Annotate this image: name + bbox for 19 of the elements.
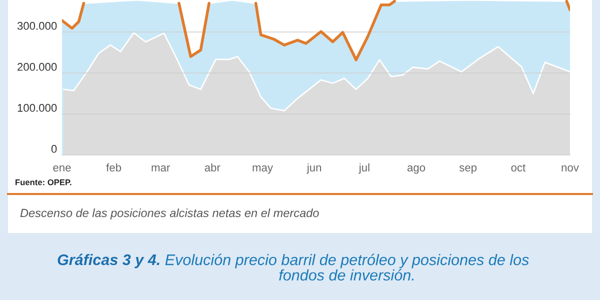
x-tick-label: may (252, 165, 273, 174)
x-tick-label: oct (511, 164, 526, 172)
x-tick-label: ene (53, 165, 71, 172)
text: Descenso de las posiciones alcistas netas en el mercado (20, 208, 319, 220)
x-tick-label: jul (358, 163, 370, 174)
source-note: Fuente: OPEP. (16, 179, 72, 186)
y-tick-label: 300.000 (17, 22, 57, 30)
x-tick-label: sep (459, 165, 477, 174)
text: Gráficas 3 y 4. (58, 254, 160, 268)
y-tick-label: 100.000 (18, 104, 57, 112)
x-tick-label: nov (562, 165, 579, 172)
x-tick-label: feb (106, 163, 122, 172)
x-tick-label: jun (306, 163, 322, 174)
x-tick-label: mar (152, 165, 170, 172)
y-tick-label: 0 (51, 144, 57, 153)
x-tick-label: ago (407, 165, 426, 174)
y-tick-label: 200.000 (18, 62, 57, 71)
text: Evolución precio barril de petróleo y posiciones de los fondos de inversión. (165, 254, 529, 281)
x-tick-label: abr (204, 163, 220, 172)
